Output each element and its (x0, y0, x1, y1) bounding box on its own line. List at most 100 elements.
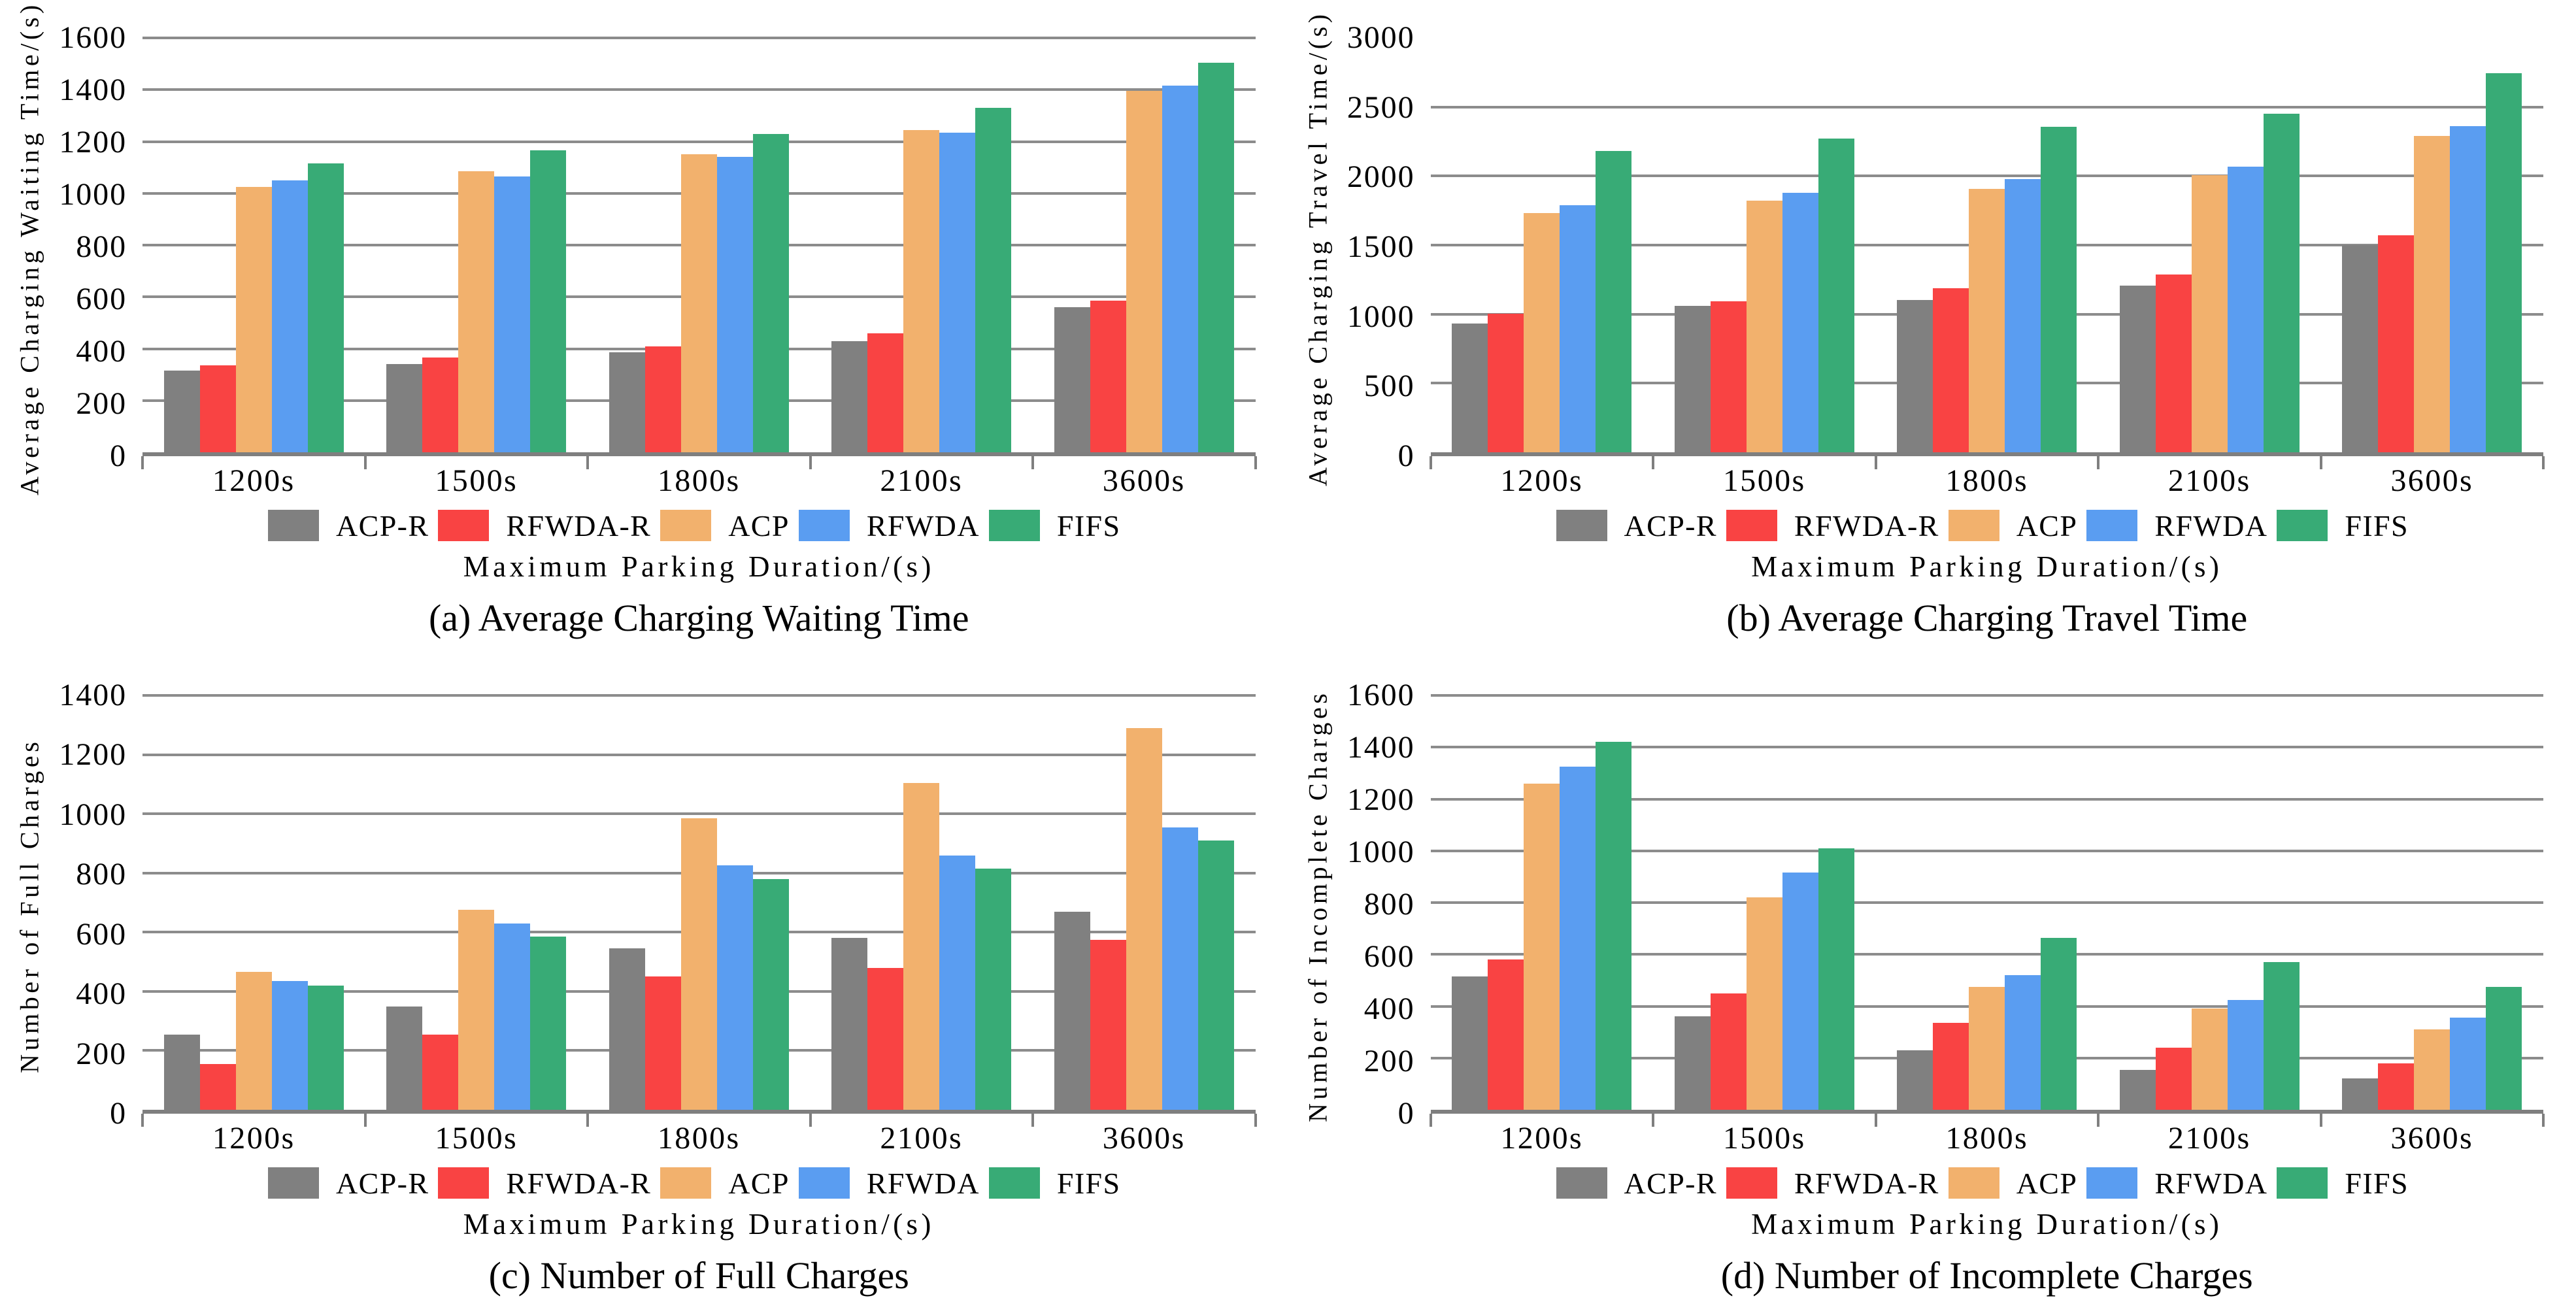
bar-group-3600s (1033, 695, 1256, 1110)
plot-area (1429, 38, 2545, 469)
gridline (142, 753, 1256, 756)
bar-RFWDA-R-1800s (644, 976, 681, 1110)
y-axis-ticks: 0 200 400 600 800 1000 1200 1400 1600 (1341, 680, 1431, 1129)
bar-FIFS-2100s (975, 107, 1012, 452)
y-tick-label: 1400 (59, 678, 127, 712)
bar-group-1200s (142, 38, 365, 452)
bar-group-1500s (365, 695, 588, 1110)
gridline (1430, 175, 2543, 178)
bar-ACP-R-3600s (1054, 307, 1090, 452)
bar-FIFS-1800s (2041, 937, 2077, 1110)
legend-item-RFWDA-R: RFWDA-R (1726, 1166, 1939, 1201)
x-axis-tick-mark (1429, 456, 1432, 469)
x-axis-tick-mark (141, 1114, 144, 1127)
bar-ACP-R-1800s (1897, 299, 1933, 452)
legend-swatch-RFWDA (798, 510, 850, 541)
legend-item-RFWDA-R: RFWDA-R (1726, 508, 1939, 543)
y-tick-label: 1600 (59, 20, 127, 55)
bar-FIFS-1500s (530, 150, 567, 452)
bar-group-1800s (588, 38, 811, 452)
gridline (142, 140, 1256, 143)
x-tick-row: 1200s 1500s 1800s 2100s 3600s (142, 456, 1256, 505)
bar-FIFS-2100s (2263, 114, 2300, 452)
bar-RFWDA-R-3600s (2378, 1063, 2415, 1110)
bar-group-1200s (142, 695, 365, 1110)
y-tick-label: 500 (1363, 369, 1415, 404)
legend-label: FIFS (1056, 508, 1121, 542)
bar-group-2100s (811, 38, 1033, 452)
x-axis-title: Maximum Parking Duration/(s) (463, 550, 935, 583)
y-tick-label: 0 (110, 1096, 127, 1131)
legend-item-ACP: ACP (1948, 508, 2078, 543)
legend: ACP-R RFWDA-R ACP RFWDA FIFS (1431, 505, 2544, 546)
y-tick-label: 1200 (59, 737, 127, 773)
bar-ACP-R-1500s (1674, 306, 1711, 452)
x-axis-tick-mark (363, 456, 367, 469)
bar-ACP-2100s (2191, 175, 2228, 452)
plot-row: 0 200 400 600 800 1000 1200 1400 1600 (52, 22, 1257, 472)
y-tick-label: 800 (76, 857, 127, 892)
caption: (c) Number of Full Charges (488, 1254, 909, 1297)
bar-RFWDA-R-2100s (2155, 275, 2192, 452)
gridline (142, 88, 1256, 92)
plot-row: 0 500 1000 1500 2000 2500 3000 (1341, 22, 2545, 472)
x-axis-tick-mark (1874, 1114, 1877, 1127)
legend-item-FIFS: FIFS (2277, 508, 2409, 543)
bar-FIFS-1200s (1596, 151, 1632, 452)
chart-main: 0 200 400 600 800 1000 1200 1400 1600 1200s 1500s 1… (52, 0, 1257, 658)
bar-FIFS-2100s (975, 868, 1012, 1110)
bar-RFWDA-1200s (1560, 205, 1596, 452)
y-tick-label: 200 (76, 386, 127, 421)
bar-ACP-1200s (235, 186, 272, 452)
bar-ACP-3600s (2414, 1029, 2451, 1110)
bar-RFWDA-R-1800s (1933, 1023, 1969, 1110)
bar-ACP-R-1500s (386, 1006, 423, 1110)
legend-label: ACP-R (1624, 508, 1717, 542)
x-axis-tick-mark (1652, 1114, 1654, 1127)
x-tick-label: 3600s (1102, 463, 1186, 498)
legend-swatch-RFWDA (2086, 1167, 2138, 1199)
legend-swatch-ACP-R (268, 510, 320, 541)
bar-ACP-2100s (903, 782, 940, 1110)
legend-label: RFWDA-R (1794, 1166, 1939, 1200)
plot-area (1429, 694, 2545, 1127)
legend-label: ACP (2016, 1166, 2078, 1200)
plot-row: 0 200 400 600 800 1000 1200 1400 (52, 680, 1257, 1129)
x-axis-tick-mark (141, 456, 144, 469)
chart-main: 0 200 400 600 800 1000 1200 1400 1200s 1500s 1800s… (52, 658, 1257, 1315)
y-tick-label: 3000 (1347, 20, 1415, 55)
bar-ACP-R-2100s (831, 938, 868, 1110)
x-tick-row: 1200s 1500s 1800s 2100s 3600s (1431, 1114, 2544, 1162)
bar-RFWDA-2100s (939, 855, 976, 1110)
gridline (142, 694, 1256, 697)
y-tick-label: 1400 (59, 73, 127, 107)
bar-ACP-1200s (1524, 783, 1560, 1110)
legend: ACP-R RFWDA-R ACP RFWDA FIFS (1431, 1162, 2544, 1204)
bar-group-3600s (2321, 695, 2544, 1110)
bar-ACP-R-1500s (1674, 1016, 1711, 1110)
bar-FIFS-1200s (307, 163, 344, 452)
legend-swatch-ACP-R (1556, 510, 1607, 541)
bar-RFWDA-1200s (1560, 767, 1596, 1110)
legend-item-ACP-R: ACP-R (268, 508, 429, 543)
y-tick-label: 600 (76, 282, 127, 316)
x-tick-label: 1200s (1500, 463, 1584, 498)
gridline (1430, 694, 2543, 697)
x-axis-tick-mark (809, 456, 812, 469)
bar-RFWDA-1800s (2005, 178, 2041, 452)
bar-ACP-3600s (2414, 136, 2451, 452)
x-axis-tick-mark (586, 1114, 589, 1127)
gridline (1430, 797, 2543, 801)
bar-RFWDA-R-1200s (1488, 959, 1524, 1110)
bar-FIFS-3600s (1197, 840, 1234, 1110)
legend-item-FIFS: FIFS (988, 508, 1121, 543)
x-axis-tick-mark (1254, 1114, 1257, 1127)
bar-ACP-R-1200s (1452, 976, 1488, 1110)
y-tick-label: 1600 (1347, 678, 1415, 712)
legend-swatch-ACP (1948, 510, 1999, 541)
bar-RFWDA-R-1500s (422, 358, 459, 452)
legend-swatch-ACP (1948, 1167, 1999, 1199)
bar-RFWDA-2100s (939, 132, 976, 452)
x-axis-title: Maximum Parking Duration/(s) (463, 1208, 935, 1240)
y-tick-label: 1000 (59, 177, 127, 212)
